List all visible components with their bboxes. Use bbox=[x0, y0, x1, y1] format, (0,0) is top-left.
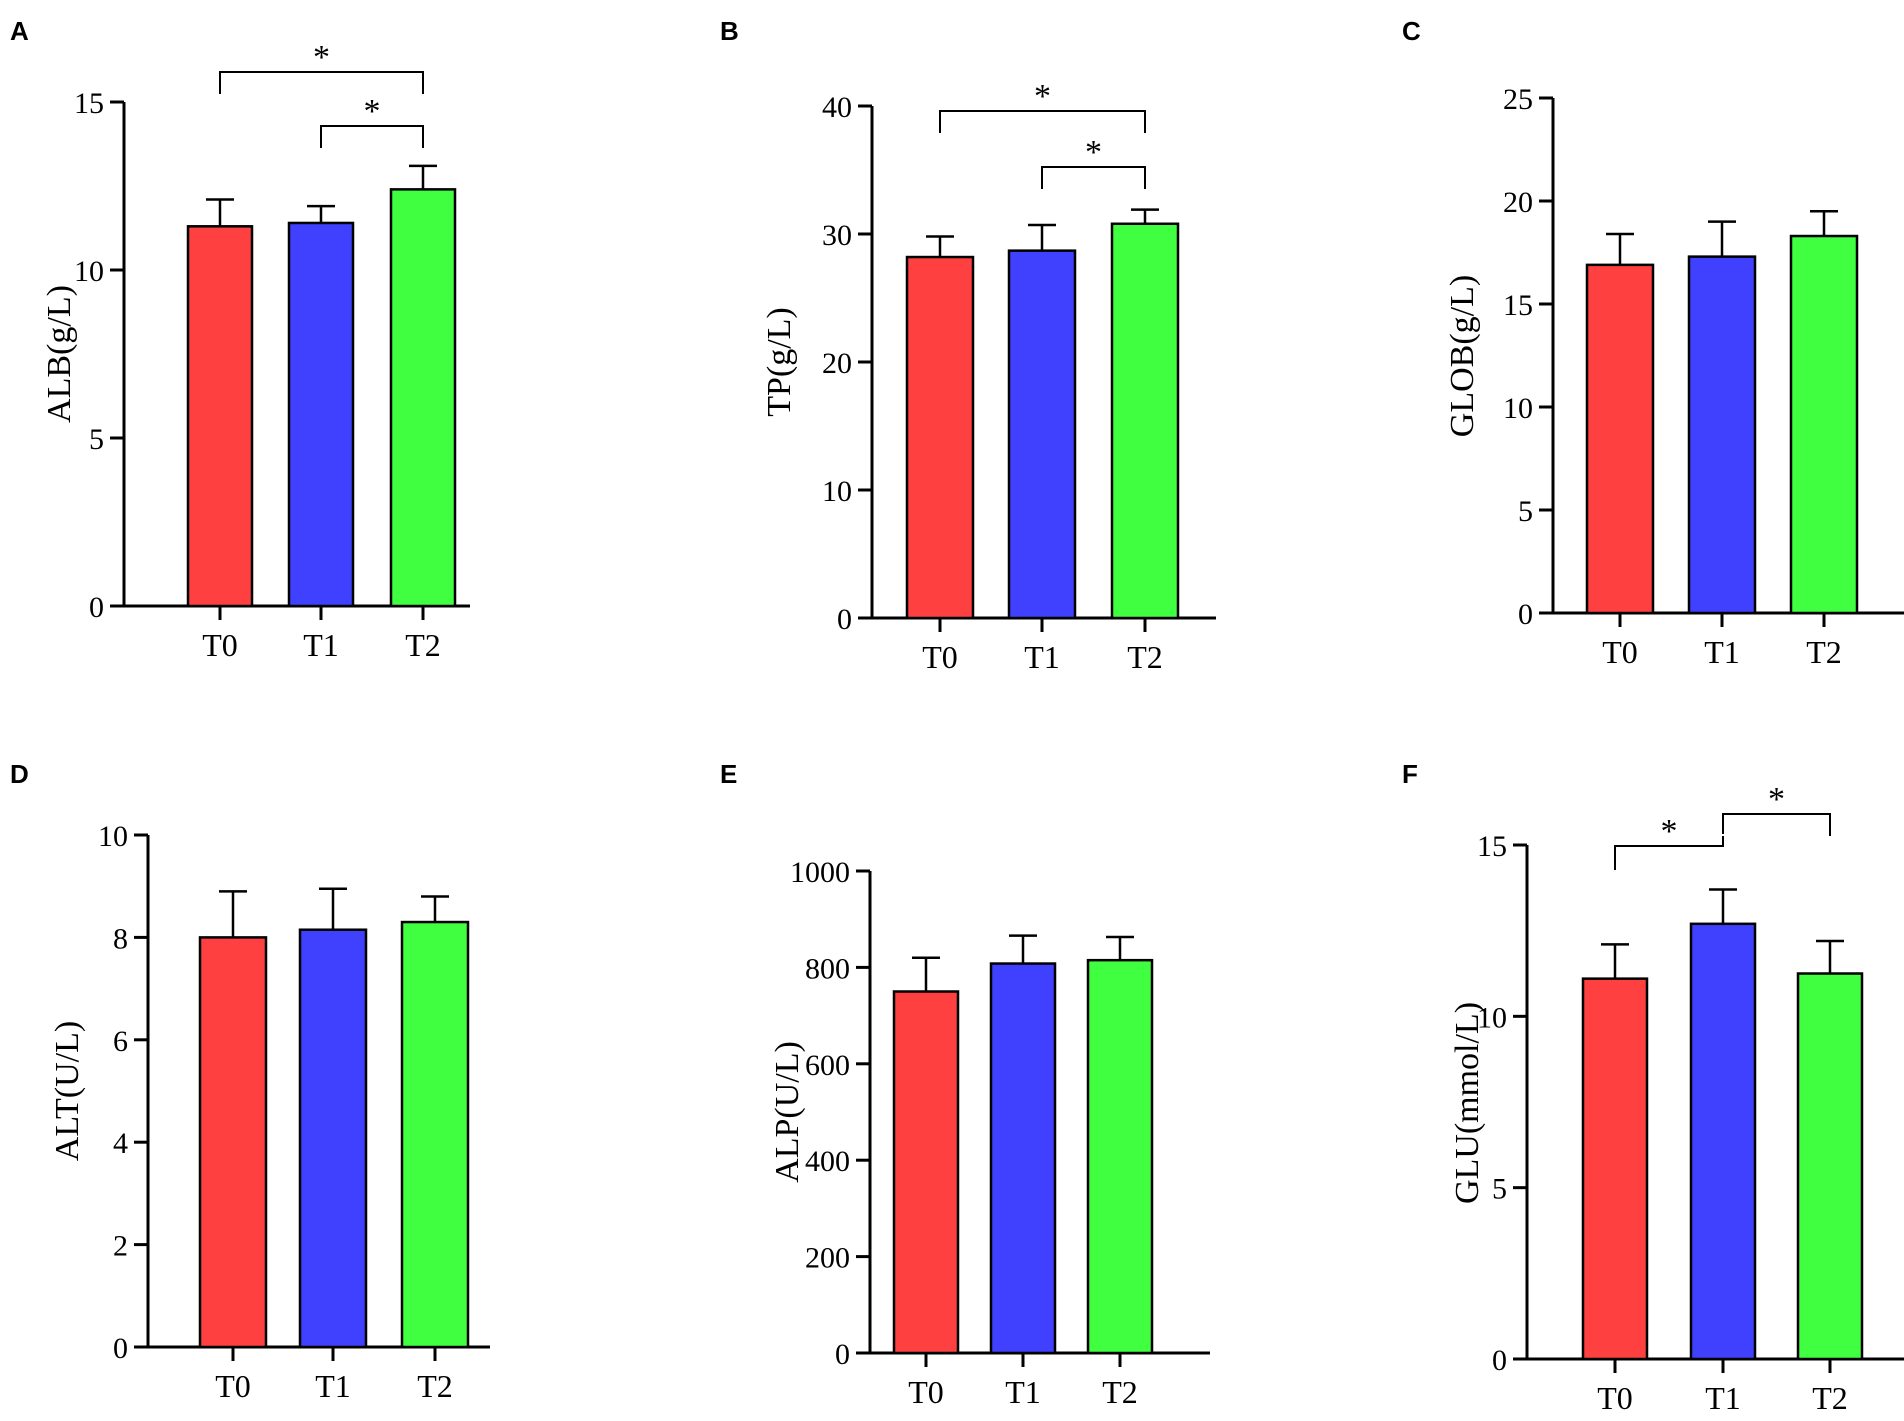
y-tick-label: 6 bbox=[113, 1025, 128, 1058]
bar-t1 bbox=[989, 962, 1057, 1355]
bar-t0 bbox=[1585, 263, 1655, 615]
x-tick-label-t1: T1 bbox=[303, 627, 339, 663]
significance-star: * bbox=[1661, 813, 1678, 850]
bar-t1 bbox=[1007, 249, 1077, 620]
x-tick-label-t1: T1 bbox=[1024, 639, 1060, 675]
y-tick-label: 0 bbox=[835, 1338, 850, 1371]
significance-bracket bbox=[1722, 813, 1831, 836]
y-tick-label: 10 bbox=[822, 475, 852, 508]
bar-t1 bbox=[298, 928, 368, 1349]
panel-letter: A bbox=[10, 16, 29, 46]
panel-d: D ALT(U/L) 0 2 4 6 8 10 T0 T1 T2 bbox=[10, 759, 490, 1404]
bar-t2 bbox=[389, 188, 457, 608]
y-axis-label: GLU(mmol/L) bbox=[1449, 1002, 1486, 1204]
x-tick-label-t1: T1 bbox=[315, 1368, 351, 1404]
y-tick-label: 0 bbox=[837, 603, 852, 636]
x-tick-label-t1: T1 bbox=[1005, 1374, 1041, 1410]
panel-a: A ALB(g/L) 0 5 10 15 T0 T1 T2 * * bbox=[10, 16, 470, 663]
y-tick-label: 10 bbox=[98, 820, 128, 853]
x-tick-label-t2: T2 bbox=[1806, 634, 1842, 670]
panel-c: C GLOB(g/L) 0 5 10 15 20 25 T0 T1 T2 bbox=[1402, 16, 1904, 670]
significance-bracket bbox=[1041, 166, 1146, 189]
bar-t2 bbox=[1796, 972, 1864, 1361]
significance-bracket bbox=[1614, 836, 1724, 870]
panel-letter: F bbox=[1402, 759, 1418, 789]
y-tick-label: 20 bbox=[822, 347, 852, 380]
bar-t2 bbox=[1110, 222, 1180, 620]
y-tick-label: 15 bbox=[1477, 830, 1507, 863]
y-tick-label: 0 bbox=[113, 1332, 128, 1365]
significance-bracket bbox=[320, 125, 424, 148]
x-tick-label-t1: T1 bbox=[1705, 1380, 1741, 1416]
bar-t0 bbox=[198, 936, 268, 1349]
y-tick-label: 200 bbox=[805, 1242, 850, 1275]
y-tick-label: 15 bbox=[74, 87, 104, 120]
panel-letter: E bbox=[720, 759, 737, 789]
y-tick-label: 10 bbox=[1503, 392, 1533, 425]
bar-t2 bbox=[400, 920, 470, 1349]
bar-t1 bbox=[1689, 922, 1757, 1361]
y-axis-label: ALP(U/L) bbox=[769, 1041, 806, 1183]
y-tick-label: 0 bbox=[1518, 598, 1533, 631]
y-axis-label: TP(g/L) bbox=[761, 307, 798, 417]
significance-star: * bbox=[364, 93, 381, 130]
x-tick-label-t0: T0 bbox=[202, 627, 238, 663]
panel-f: F GLU(mmol/L) 0 5 10 15 T0 T1 T2 * * bbox=[1402, 759, 1904, 1416]
x-tick-label-t2: T2 bbox=[417, 1368, 453, 1404]
y-tick-label: 25 bbox=[1503, 83, 1533, 116]
panel-e: E ALP(U/L) 0 200 400 600 800 1000 T0 T1 T2 bbox=[720, 759, 1210, 1410]
bar-t1 bbox=[287, 221, 355, 608]
bar-t2 bbox=[1789, 234, 1859, 615]
y-tick-label: 40 bbox=[822, 91, 852, 124]
x-tick-label-t0: T0 bbox=[1597, 1380, 1633, 1416]
panel-b: B TP(g/L) 0 10 20 30 40 T0 T1 T2 * * bbox=[720, 16, 1216, 675]
bar-t0 bbox=[905, 255, 975, 620]
y-tick-label: 0 bbox=[89, 591, 104, 624]
significance-star: * bbox=[1085, 134, 1102, 171]
significance-star: * bbox=[1034, 78, 1051, 115]
y-tick-label: 5 bbox=[89, 423, 104, 456]
significance-star: * bbox=[1768, 781, 1785, 818]
y-tick-label: 400 bbox=[805, 1145, 850, 1178]
y-tick-label: 8 bbox=[113, 922, 128, 955]
x-tick-label-t2: T2 bbox=[1812, 1380, 1848, 1416]
y-tick-label: 5 bbox=[1518, 495, 1533, 528]
bar-t2 bbox=[1086, 958, 1154, 1355]
bar-t1 bbox=[1687, 255, 1757, 615]
y-tick-label: 2 bbox=[113, 1230, 128, 1263]
bar-t0 bbox=[186, 225, 254, 608]
significance-bracket bbox=[219, 71, 424, 94]
y-tick-label: 30 bbox=[822, 219, 852, 252]
bar-t0 bbox=[1581, 977, 1649, 1361]
y-tick-label: 600 bbox=[805, 1049, 850, 1082]
y-axis-label: GLOB(g/L) bbox=[1444, 275, 1481, 437]
panel-letter: D bbox=[10, 759, 29, 789]
y-tick-label: 15 bbox=[1503, 289, 1533, 322]
bar-t0 bbox=[892, 990, 960, 1355]
y-tick-label: 20 bbox=[1503, 186, 1533, 219]
significance-star: * bbox=[313, 39, 330, 76]
y-axis-label: ALB(g/L) bbox=[41, 285, 78, 423]
x-tick-label-t1: T1 bbox=[1704, 634, 1740, 670]
significance-bracket bbox=[939, 110, 1146, 133]
x-tick-label-t0: T0 bbox=[215, 1368, 251, 1404]
y-axis-label: ALT(U/L) bbox=[49, 1021, 86, 1161]
y-tick-label: 4 bbox=[113, 1127, 128, 1160]
y-tick-label: 0 bbox=[1492, 1344, 1507, 1377]
x-tick-label-t2: T2 bbox=[1127, 639, 1163, 675]
y-tick-label: 10 bbox=[1477, 1001, 1507, 1034]
y-tick-label: 5 bbox=[1492, 1173, 1507, 1206]
y-tick-label: 10 bbox=[74, 255, 104, 288]
panel-letter: B bbox=[720, 16, 739, 46]
x-tick-label-t0: T0 bbox=[908, 1374, 944, 1410]
x-tick-label-t2: T2 bbox=[1102, 1374, 1138, 1410]
y-tick-label: 800 bbox=[805, 952, 850, 985]
x-tick-label-t0: T0 bbox=[1602, 634, 1638, 670]
y-tick-label: 1000 bbox=[790, 856, 850, 889]
x-tick-label-t0: T0 bbox=[922, 639, 958, 675]
x-tick-label-t2: T2 bbox=[405, 627, 441, 663]
panel-letter: C bbox=[1402, 16, 1421, 46]
